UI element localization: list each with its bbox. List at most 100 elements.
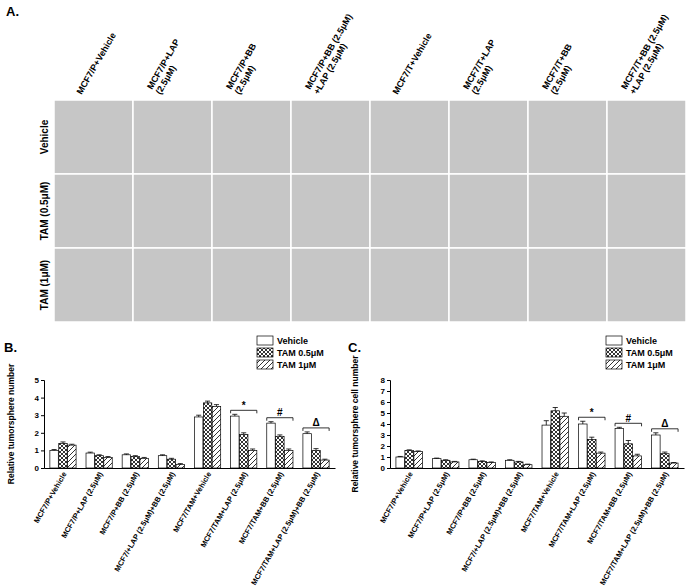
column-label: MCF7/T+LAP(2.5μM) — [461, 38, 506, 96]
error-bar — [516, 461, 521, 463]
column-label: MCF7/P+LAP(2.5μM) — [145, 37, 190, 96]
error-bar — [544, 421, 549, 425]
legend-swatch — [257, 360, 273, 369]
error-bar — [105, 456, 110, 458]
legend-label: TAM 1μM — [277, 360, 316, 370]
tick-label: MCF7/TAM+Vehicle — [171, 470, 213, 534]
series — [414, 413, 678, 468]
tick-label: 1 — [381, 453, 386, 462]
tick-mark — [387, 391, 390, 392]
tick-label: 1 — [35, 446, 40, 455]
series — [405, 408, 669, 469]
bar — [441, 460, 450, 468]
error-bar — [52, 449, 57, 451]
column-label: MCF7/P+BB(2.5μM) — [224, 41, 267, 96]
tick: MCF7/P+BB (2.5μM) — [98, 468, 142, 536]
error-bar — [626, 441, 631, 444]
tick: MCF7/P+Vehicle — [32, 468, 69, 525]
tick-mark — [41, 450, 44, 451]
tick-mark — [41, 398, 44, 399]
bar — [312, 450, 320, 468]
error-bar — [69, 444, 74, 446]
column-label: MCF7/T+BB (2.5μM)+LAP (2.5μM) — [619, 13, 679, 96]
error-bar — [124, 453, 129, 455]
series — [50, 414, 311, 468]
error-bar — [480, 460, 485, 462]
error-bar — [443, 459, 448, 461]
tick: 2 — [35, 429, 44, 438]
tick: 2 — [381, 442, 390, 451]
bar — [523, 465, 532, 468]
legend-label: TAM 1μM — [626, 360, 665, 370]
tick-label: MCF7/P+BB (2.5μM) — [98, 470, 142, 536]
legend-swatch — [606, 360, 622, 369]
bar — [396, 457, 405, 468]
series — [68, 405, 329, 468]
micrograph — [607, 174, 686, 248]
error-bar — [241, 433, 246, 435]
tick-label: MCF7/P+Vehicle — [32, 470, 69, 524]
column-label: MCF7/P+BB (2.5μM)+LAP (2.5μM) — [303, 12, 363, 96]
tick: 0 — [35, 464, 44, 473]
tick-label: 2 — [35, 429, 40, 438]
column-label: MCF7/P+Vehicle — [75, 31, 118, 96]
tick: 8 — [381, 376, 390, 385]
tick-mark — [387, 402, 390, 403]
tick-mark — [387, 424, 390, 425]
tick: 5 — [35, 376, 44, 385]
tick-mark — [41, 415, 44, 416]
bar — [131, 457, 139, 468]
tick-label: 0 — [35, 464, 40, 473]
tick-label: MCF7/TAM+LAP (2.5μM)+BB (2.5μM) — [598, 470, 671, 587]
bar — [285, 450, 293, 468]
micrograph — [370, 248, 449, 322]
tick-mark — [387, 380, 390, 381]
error-bar — [562, 413, 567, 416]
y-axis: 012345678 — [381, 376, 391, 473]
bar — [68, 445, 76, 468]
tick-mark — [387, 413, 390, 414]
legend-swatch — [257, 348, 273, 357]
bar — [104, 457, 112, 468]
tick: MCF7/P+BB (2.5μM) — [445, 468, 489, 536]
bar — [59, 443, 67, 468]
figure-svg: A.MCF7/P+VehicleMCF7/P+LAP(2.5μM)MCF7/P+… — [0, 0, 689, 588]
row-label: TAM (1μM) — [39, 260, 50, 310]
bar — [432, 459, 441, 468]
bar — [405, 450, 414, 468]
bar — [652, 435, 661, 468]
bar — [615, 428, 624, 468]
tick-label: 4 — [35, 394, 40, 403]
micrograph — [133, 248, 212, 322]
micrograph — [370, 174, 449, 248]
tick-label: 5 — [381, 409, 386, 418]
panel-label: C. — [348, 340, 361, 355]
bar — [267, 423, 275, 468]
bar — [95, 456, 103, 468]
column-label-line: +LAP (2.5μM) — [312, 42, 349, 96]
error-bar — [169, 458, 174, 460]
tick: MCF7/P+Vehicle — [378, 468, 415, 525]
x-axis: MCF7/P+VehicleMCF7/P+LAP (2.5μM)MCF7/P+B… — [32, 468, 336, 587]
micrograph — [212, 174, 291, 248]
error-bar — [407, 449, 412, 451]
row-label: Vehicle — [39, 119, 50, 154]
error-bar — [598, 452, 603, 453]
bar — [176, 464, 184, 468]
tick: 6 — [381, 398, 390, 407]
tick-mark — [387, 446, 390, 447]
error-bar — [471, 459, 476, 461]
tick-mark — [41, 380, 44, 381]
error-bar — [142, 457, 147, 459]
error-bar — [97, 454, 102, 456]
tick-label: 2 — [381, 442, 386, 451]
error-bar — [286, 449, 291, 450]
tick-label: MCF7/TAM+LAP (2.5μM)+BB (2.5μM) — [249, 470, 322, 587]
bar — [596, 453, 605, 468]
legend-label: Vehicle — [626, 336, 657, 346]
micrograph — [54, 174, 133, 248]
bar — [414, 452, 423, 469]
tick-mark — [41, 433, 44, 434]
micrograph — [212, 248, 291, 322]
tick-label: MCF7/+LAP (2.5μM)+BB (2.5μM) — [112, 470, 177, 573]
